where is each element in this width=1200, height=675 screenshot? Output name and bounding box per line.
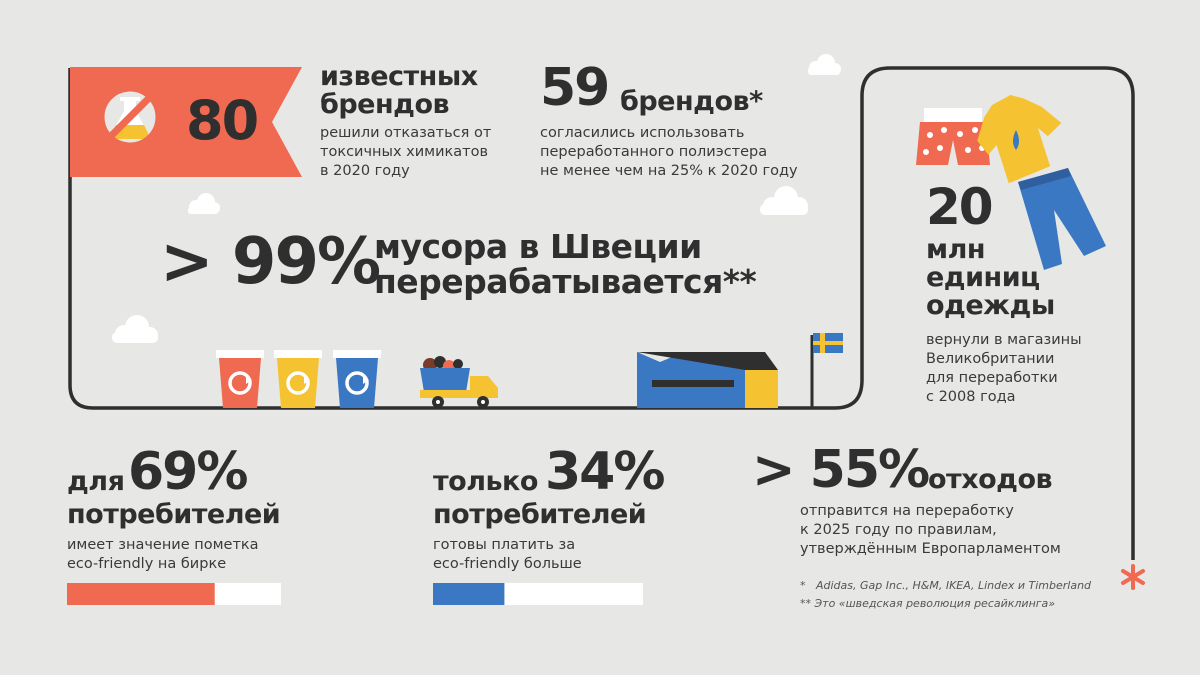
stat-69-prefix: для xyxy=(67,466,125,497)
bar-fill-34 xyxy=(433,583,505,605)
stat-59-desc-1: согласились использовать xyxy=(540,125,745,141)
stat-59-desc-2: переработанного полиэстера xyxy=(540,144,768,160)
stat-34-desc-2: eco-friendly больше xyxy=(433,556,582,572)
stat-34-prefix: только xyxy=(433,466,538,497)
footnote-2: ** Это «шведская революция ресайклинга» xyxy=(800,597,1056,610)
stat-80-desc-1: решили отказаться от xyxy=(320,125,492,141)
stat-80-number: 80 xyxy=(186,89,259,152)
recycle-bin-icon xyxy=(216,350,264,408)
stat-80-line1: известных xyxy=(320,61,478,92)
stat-59-number: 59 xyxy=(540,58,610,118)
stat-80-desc-2: токсичных химикатов xyxy=(320,144,489,160)
cloud-icon xyxy=(808,54,841,75)
stat-34-line2: потребителей xyxy=(433,499,647,530)
factory-icon xyxy=(637,352,778,408)
stat-20-desc-4: с 2008 года xyxy=(926,389,1016,405)
bar-fill-69 xyxy=(67,583,215,605)
sweden-flag-icon xyxy=(810,333,843,408)
stat-59-desc-3: не менее чем на 25% к 2020 году xyxy=(540,163,798,179)
stat-20-desc-2: Великобритании xyxy=(926,351,1055,367)
stat-99-line1: мусора в Швеции xyxy=(374,227,702,266)
stat-69-desc-1: имеет значение пометка xyxy=(67,537,259,553)
stat-20-desc-1: вернули в магазины xyxy=(926,332,1082,348)
stat-69-line2: потребителей xyxy=(67,499,281,530)
cloud-icon xyxy=(188,193,220,214)
cloud-icon xyxy=(112,315,158,343)
stat-55-unit: отходов xyxy=(928,464,1053,495)
asterisk-icon xyxy=(1121,564,1145,590)
stat-20-line3: одежды xyxy=(926,290,1055,321)
recycle-bin-icon xyxy=(333,350,381,408)
stat-20-line1: млн xyxy=(926,234,986,265)
footnote-1: * Adidas, Gap Inc., H&M, IKEA, Lindex и … xyxy=(800,579,1092,592)
garbage-truck-icon xyxy=(420,356,498,408)
stat-20-line2: единиц xyxy=(926,262,1040,293)
stat-80-line2: брендов xyxy=(320,89,450,120)
stat-20-desc-3: для переработки xyxy=(926,370,1058,386)
stat-20-number: 20 xyxy=(926,178,994,236)
stat-80-desc-3: в 2020 году xyxy=(320,163,410,179)
recycle-bin-icon xyxy=(274,350,322,408)
stat-55-desc-2: к 2025 году по правилам, xyxy=(800,522,997,538)
cloud-icon xyxy=(760,186,808,215)
outline-path xyxy=(68,66,1135,560)
jeans-icon xyxy=(1018,168,1106,270)
stat-55-desc-3: утверждённым Европарламентом xyxy=(800,541,1061,557)
stat-55-desc-1: отправится на переработку xyxy=(800,503,1014,519)
stat-34-number: 34% xyxy=(545,442,665,502)
stat-59-unit: брендов* xyxy=(620,86,763,117)
tshirt-icon xyxy=(977,95,1062,184)
stat-99-number: > 99% xyxy=(160,225,381,299)
stat-69-desc-2: eco-friendly на бирке xyxy=(67,556,227,572)
no-chemicals-icon xyxy=(97,84,163,150)
shorts-icon xyxy=(916,108,990,165)
stat-69-number: 69% xyxy=(128,442,248,502)
stat-34-desc-1: готовы платить за xyxy=(433,537,576,553)
stat-99-line2: перерабатывается** xyxy=(374,262,757,301)
stat-55-number: > 55% xyxy=(752,440,930,500)
